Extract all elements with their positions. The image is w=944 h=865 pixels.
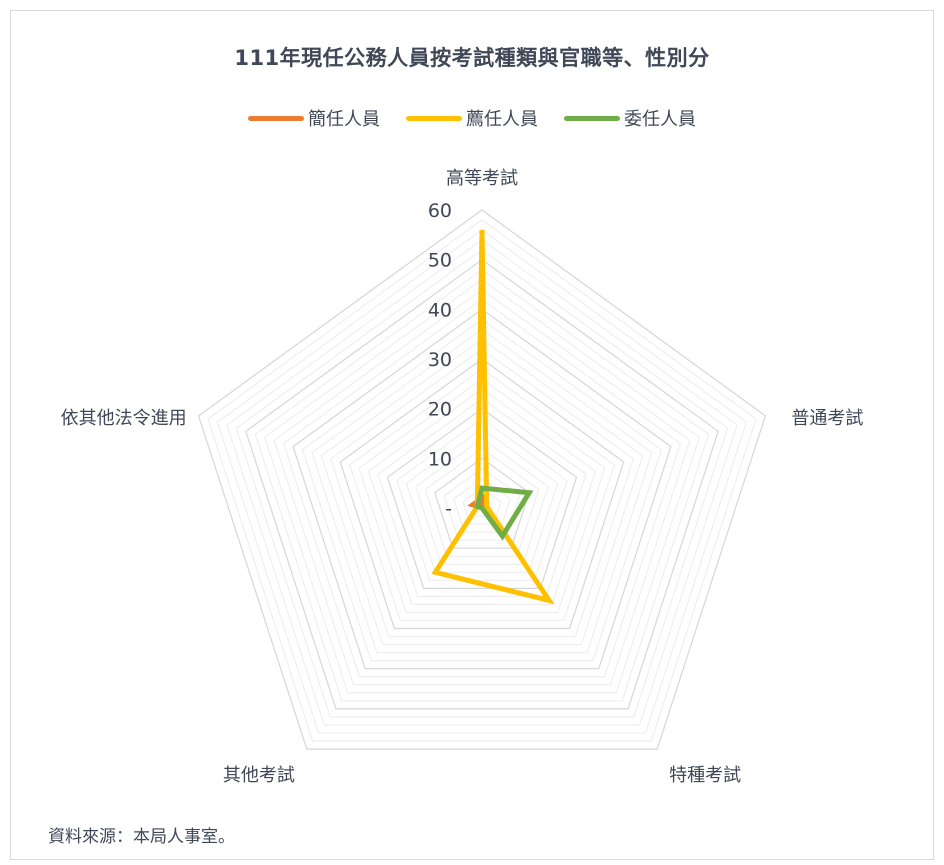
category-label: 其他考試 (223, 765, 295, 786)
tick-label: 30 (428, 349, 452, 371)
legend-item-senior[interactable]: 簡任人員 (248, 105, 380, 131)
legend-swatch-senior (248, 115, 304, 121)
tick-label: 20 (428, 399, 452, 421)
grid-ring (368, 388, 596, 605)
legend-label-elementary: 委任人員 (624, 109, 696, 130)
category-label: 普通考試 (791, 408, 863, 429)
grid-ring (283, 298, 681, 678)
legend-item-junior[interactable]: 薦任人員 (406, 105, 538, 131)
category-label: 特種考試 (669, 765, 741, 786)
grid-ring (386, 407, 578, 590)
series-layer (431, 229, 555, 605)
grid-ring (405, 427, 559, 573)
grid-ring (292, 308, 672, 670)
tick-label: - (445, 498, 452, 520)
grid-ring (415, 437, 549, 565)
tick-label: 40 (428, 299, 452, 321)
grid-ring (254, 268, 710, 702)
legend-label-senior: 簡任人員 (308, 109, 380, 130)
grid-ring (245, 258, 719, 710)
grid-ring (311, 328, 653, 654)
legend-swatch-elementary (564, 115, 620, 121)
source-note: 資料來源：本局人事室。 (48, 827, 235, 847)
legend-swatch-junior (406, 115, 462, 121)
tick-label: 50 (428, 250, 452, 272)
grid-ring (264, 278, 700, 694)
category-label: 依其他法令進用 (61, 408, 187, 429)
legend: 簡任人員 薦任人員 委任人員 (0, 105, 944, 131)
grid-ring (358, 378, 606, 613)
grid-ring (453, 477, 511, 533)
grid-ring (273, 288, 691, 686)
tick-label: 60 (428, 200, 452, 222)
grid-ring (207, 219, 757, 742)
grid-ring (235, 249, 729, 718)
grid-ring (330, 348, 634, 638)
grid-ring (197, 209, 767, 750)
series-line-2[interactable] (474, 485, 534, 541)
grid-ring (301, 318, 663, 662)
grid-ring (462, 487, 502, 525)
grid-ring (339, 358, 625, 630)
grid-ring (349, 368, 615, 621)
legend-item-elementary[interactable]: 委任人員 (564, 105, 696, 131)
tick-label: 10 (428, 448, 452, 470)
grid-ring (320, 338, 644, 646)
chart-frame (10, 10, 934, 860)
category-label: 高等考試 (446, 168, 518, 189)
grid-ring (396, 417, 568, 581)
radar-grid (197, 209, 767, 750)
chart-title: 111年現任公務人員按考試種類與官職等、性別分 (234, 46, 710, 70)
grid-ring (377, 398, 587, 597)
grid-ring (434, 457, 530, 549)
legend-label-junior: 薦任人員 (466, 109, 538, 130)
radial-tick-labels: - 10 20 30 40 50 60 (428, 200, 452, 520)
grid-ring (216, 229, 748, 734)
series-line-1[interactable] (431, 229, 555, 605)
grid-ring (226, 239, 738, 726)
grid-ring (424, 447, 540, 557)
